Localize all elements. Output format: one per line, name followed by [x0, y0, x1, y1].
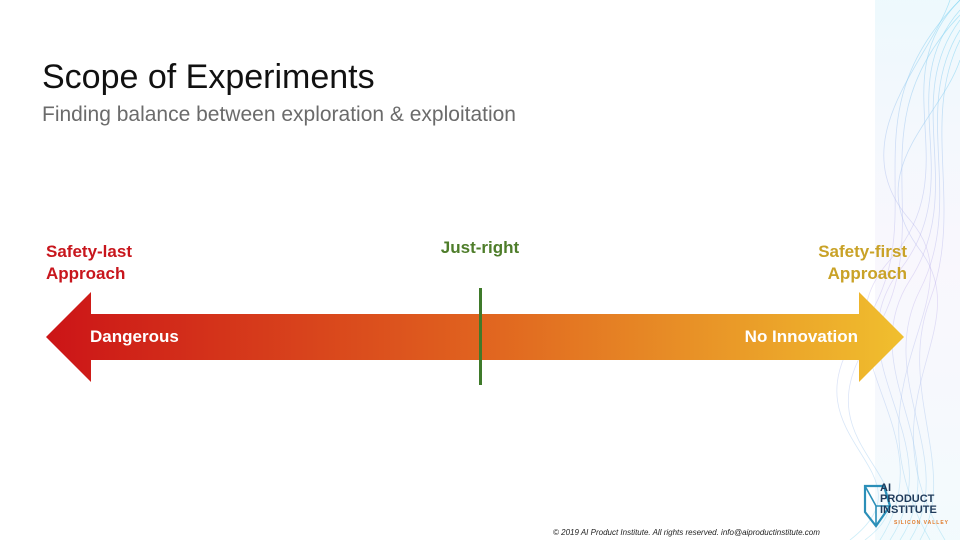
slide-subtitle: Finding balance between exploration & ex…: [42, 103, 516, 126]
no-innovation-label: No Innovation: [744, 327, 858, 346]
safety-first-line-2: Approach: [827, 264, 907, 283]
logo-tagline: SILICON VALLEY: [894, 520, 950, 526]
safety-last-line-2: Approach: [46, 264, 126, 283]
just-right-marker: [479, 288, 482, 385]
copyright-footer: © 2019 AI Product Institute. All rights …: [553, 528, 820, 537]
ai-product-institute-logo-icon: [863, 484, 892, 528]
safety-first-label: Safety-first Approach: [818, 241, 907, 285]
decorative-wave-background: [836, 0, 960, 540]
slide-title: Scope of Experiments: [42, 58, 375, 96]
logo-wordmark: AI PRODUCT INSTITUTE: [880, 482, 937, 516]
dangerous-label: Dangerous: [90, 327, 179, 346]
ai-product-institute-logo: AI PRODUCT INSTITUTE SILICON VALLEY: [862, 480, 952, 530]
safety-last-label: Safety-last Approach: [46, 241, 132, 285]
just-right-label: Just-right: [440, 238, 520, 257]
arrow-shape: [46, 292, 904, 382]
double-headed-arrow: [46, 292, 904, 382]
safety-first-line-1: Safety-first: [818, 242, 907, 261]
safety-last-line-1: Safety-last: [46, 242, 132, 261]
